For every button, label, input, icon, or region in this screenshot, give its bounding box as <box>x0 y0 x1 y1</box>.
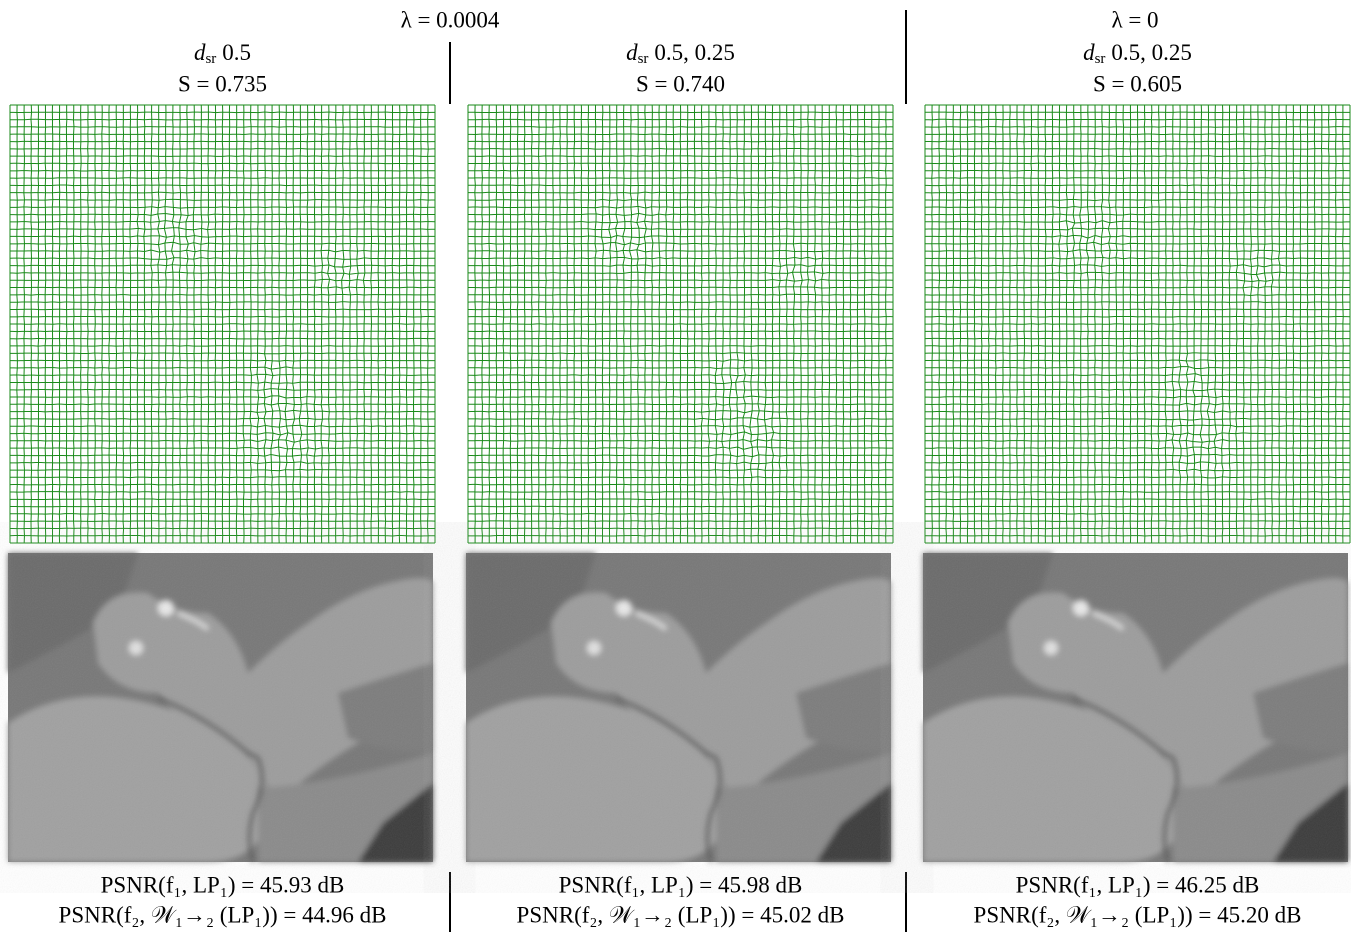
psnr-label: PSNR(f₂, 𝒲₁→₂ (LP₁)) = 45.02 dB <box>517 902 845 927</box>
d-label: dsr 0.5, 0.25 <box>1083 40 1192 67</box>
d-label: dsr 0.5, 0.25 <box>626 40 735 67</box>
d-values: 0.5 <box>222 40 251 65</box>
d-symbol: d <box>626 40 638 65</box>
d-label: dsr 0.5 <box>194 40 251 67</box>
d-subscript: sr <box>1095 51 1106 67</box>
deformation-grid <box>9 104 436 544</box>
d-symbol: d <box>194 40 206 65</box>
lambda-label: λ = 0 <box>1111 7 1158 32</box>
d-subscript: sr <box>205 51 216 67</box>
ct-image <box>923 553 1348 862</box>
d-symbol: d <box>1083 40 1095 65</box>
psnr-label: PSNR(f₁, LP₁) = 45.93 dB <box>101 872 345 897</box>
d-values: 0.5, 0.25 <box>654 40 735 65</box>
psnr-label: PSNR(f₂, 𝒲₁→₂ (LP₁)) = 44.96 dB <box>59 902 387 927</box>
psnr-label: PSNR(f₂, 𝒲₁→₂ (LP₁)) = 45.20 dB <box>974 902 1302 927</box>
s-label: S = 0.735 <box>178 71 267 96</box>
d-subscript: sr <box>638 51 649 67</box>
psnr-label: PSNR(f₁, LP₁) = 46.25 dB <box>1016 872 1260 897</box>
d-values: 0.5, 0.25 <box>1111 40 1192 65</box>
deformation-grid <box>467 104 894 544</box>
s-label: S = 0.740 <box>636 71 725 96</box>
ct-image <box>8 553 433 862</box>
s-label: S = 0.605 <box>1093 71 1182 96</box>
deformation-grid <box>924 104 1351 544</box>
lambda-label: λ = 0.0004 <box>401 7 500 32</box>
ct-image <box>466 553 891 862</box>
psnr-label: PSNR(f₁, LP₁) = 45.98 dB <box>559 872 803 897</box>
